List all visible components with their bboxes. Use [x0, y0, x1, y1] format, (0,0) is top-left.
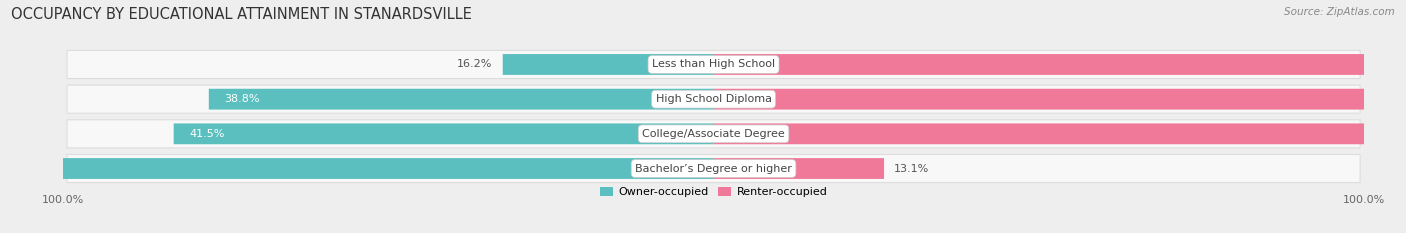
- Text: 38.8%: 38.8%: [225, 94, 260, 104]
- Text: OCCUPANCY BY EDUCATIONAL ATTAINMENT IN STANARDSVILLE: OCCUPANCY BY EDUCATIONAL ATTAINMENT IN S…: [11, 7, 472, 22]
- Text: 16.2%: 16.2%: [457, 59, 492, 69]
- FancyBboxPatch shape: [713, 158, 884, 179]
- Text: 41.5%: 41.5%: [190, 129, 225, 139]
- FancyBboxPatch shape: [67, 120, 1360, 148]
- Text: High School Diploma: High School Diploma: [655, 94, 772, 104]
- FancyBboxPatch shape: [209, 89, 714, 110]
- Text: College/Associate Degree: College/Associate Degree: [643, 129, 785, 139]
- FancyBboxPatch shape: [713, 89, 1406, 110]
- FancyBboxPatch shape: [0, 158, 714, 179]
- FancyBboxPatch shape: [713, 54, 1406, 75]
- Text: Bachelor’s Degree or higher: Bachelor’s Degree or higher: [636, 164, 792, 174]
- Text: Source: ZipAtlas.com: Source: ZipAtlas.com: [1284, 7, 1395, 17]
- FancyBboxPatch shape: [174, 123, 714, 144]
- FancyBboxPatch shape: [503, 54, 714, 75]
- FancyBboxPatch shape: [713, 123, 1406, 144]
- Legend: Owner-occupied, Renter-occupied: Owner-occupied, Renter-occupied: [599, 187, 828, 197]
- FancyBboxPatch shape: [67, 50, 1360, 79]
- Text: 13.1%: 13.1%: [894, 164, 929, 174]
- FancyBboxPatch shape: [67, 154, 1360, 183]
- FancyBboxPatch shape: [67, 85, 1360, 113]
- Text: Less than High School: Less than High School: [652, 59, 775, 69]
